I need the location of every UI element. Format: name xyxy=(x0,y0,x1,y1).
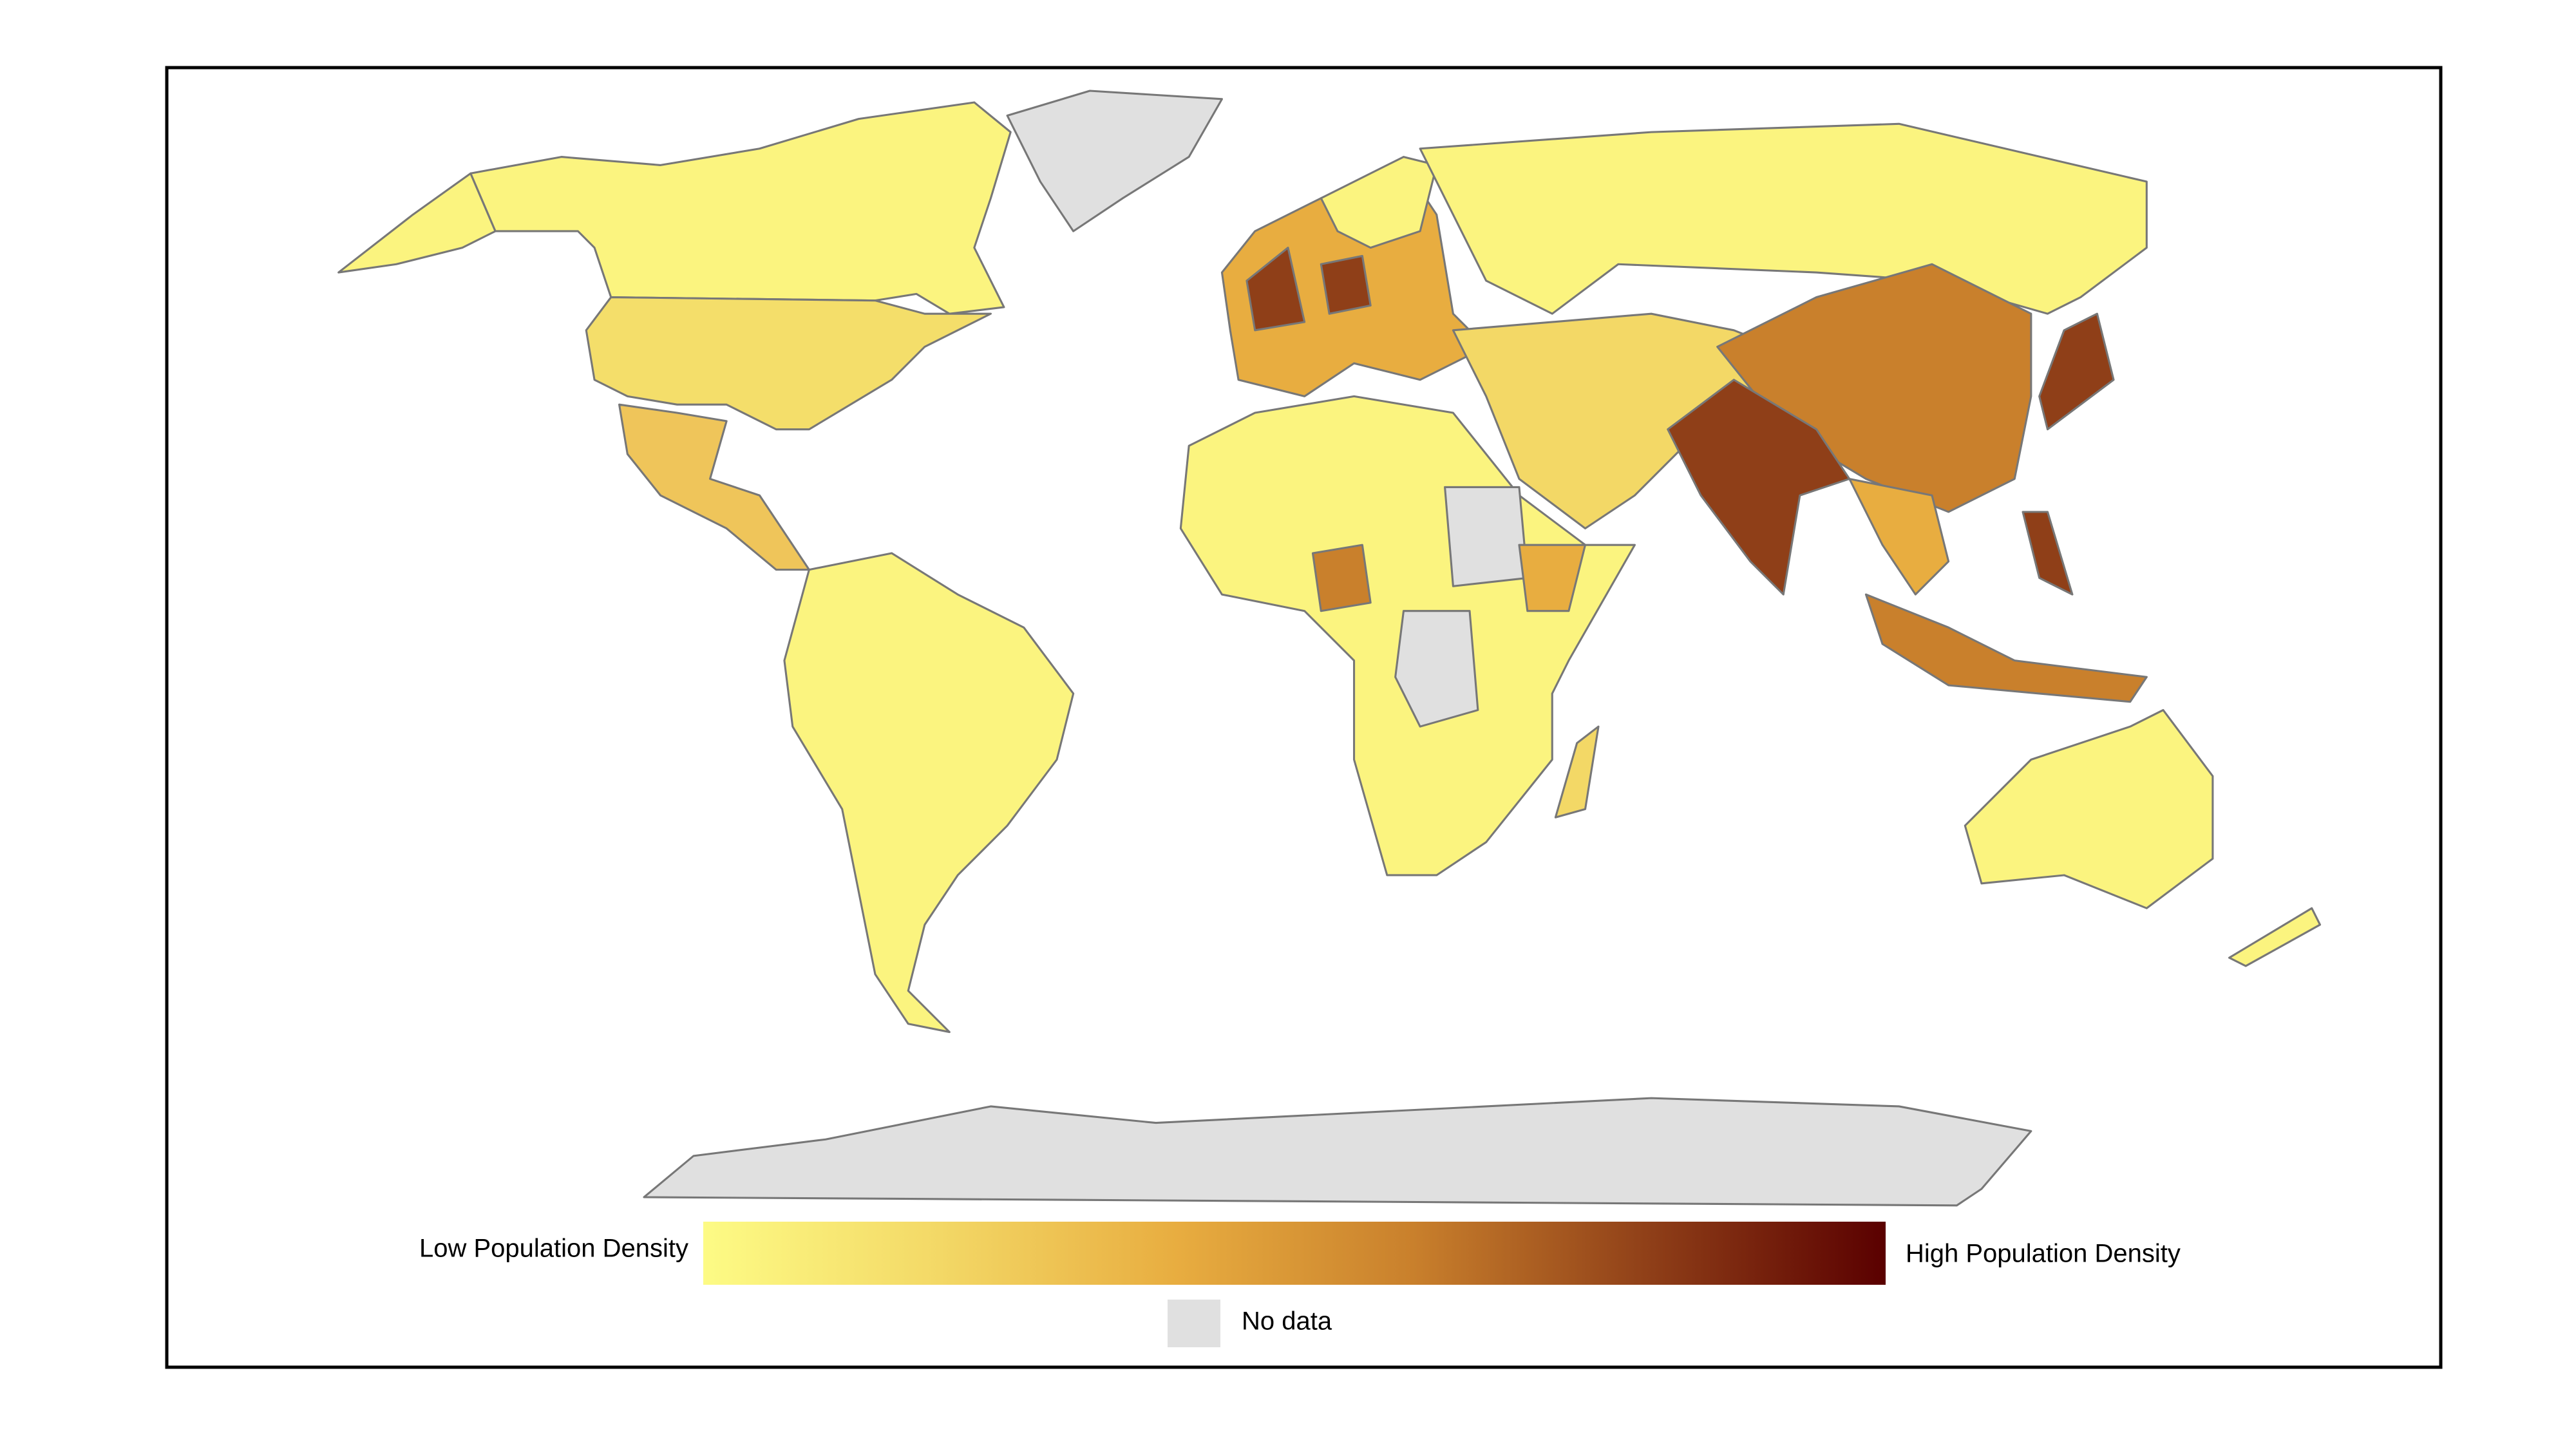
india xyxy=(1667,379,1851,596)
mexico xyxy=(618,403,810,571)
madagascar xyxy=(1554,725,1600,819)
antarctica xyxy=(643,1097,2032,1207)
legend-low-label: Low Population Density xyxy=(419,1235,688,1263)
world-map xyxy=(337,90,2322,1207)
greenland xyxy=(1006,90,1223,232)
japan xyxy=(2038,312,2115,431)
legend-high-label: High Population Density xyxy=(1906,1240,2181,1268)
no-data-swatch xyxy=(1168,1300,1220,1347)
southeast-asia xyxy=(1848,478,1950,596)
legend-gradient xyxy=(703,1222,1886,1285)
middle-east xyxy=(1452,312,1818,530)
germany xyxy=(1320,254,1372,315)
sudan xyxy=(1444,486,1529,587)
canada xyxy=(469,101,1012,315)
south-america xyxy=(783,552,1075,1034)
new-zealand xyxy=(2228,907,2322,967)
scandinavia xyxy=(1320,156,1438,249)
australia xyxy=(1964,709,2214,909)
usa xyxy=(585,296,992,431)
ethiopia xyxy=(1518,544,1587,612)
no-data-label: No data xyxy=(1242,1307,1332,1336)
nigeria xyxy=(1311,544,1372,612)
philippines xyxy=(2022,511,2074,596)
drc xyxy=(1394,610,1479,728)
uk xyxy=(1245,247,1306,332)
indonesia xyxy=(1864,593,2148,703)
